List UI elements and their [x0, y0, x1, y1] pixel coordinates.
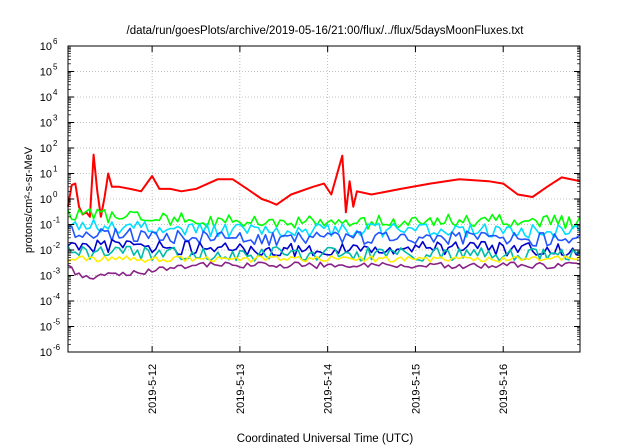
y-tick-exponent: -4 [53, 292, 61, 301]
y-tick-exponent: -3 [53, 267, 61, 276]
y-tick-exponent: -1 [53, 216, 61, 225]
x-tick-label: 2019-5-15 [410, 364, 422, 414]
y-tick-label: 10 [40, 194, 52, 206]
y-tick-label: 10 [40, 347, 52, 359]
y-tick-exponent: 1 [53, 165, 58, 174]
y-tick-exponent: -6 [53, 343, 61, 352]
series-line-0 [67, 153, 581, 218]
y-tick-label: 10 [40, 245, 52, 257]
y-tick-label: 10 [40, 271, 52, 283]
x-tick-label: 2019-5-12 [147, 364, 159, 414]
x-tick-label: 2019-5-14 [323, 364, 335, 414]
tick-layer [68, 45, 580, 353]
y-tick-exponent: 4 [53, 88, 58, 97]
x-axis-label: Coordinated Universal Time (UTC) [237, 433, 414, 445]
y-tick-exponent: 5 [53, 63, 58, 72]
x-tick-label: 2019-5-16 [498, 364, 510, 414]
y-tick-label: 10 [40, 169, 52, 181]
series-layer [67, 153, 581, 280]
y-tick-exponent: 2 [53, 139, 58, 148]
series-line-7 [67, 261, 581, 280]
grid-layer [68, 46, 580, 352]
y-tick-exponent: -5 [53, 318, 61, 327]
y-axis-label: protons/cm²-s-sr-MeV [23, 146, 35, 253]
series-line-1 [67, 208, 581, 230]
y-tick-exponent: 6 [53, 37, 58, 46]
x-tick-label: 2019-5-13 [235, 364, 247, 414]
y-tick-label: 10 [40, 41, 52, 53]
y-tick-label: 10 [40, 67, 52, 79]
chart-title: /data/run/goesPlots/archive/2019-05-16/2… [127, 25, 525, 37]
y-tick-exponent: 0 [53, 190, 58, 199]
y-tick-label: 10 [40, 143, 52, 155]
y-tick-label: 10 [40, 296, 52, 308]
label-layer: 10 -610 -510 -410 -310 -210 -110 010 110 210 310 41… [40, 37, 510, 414]
y-tick-label: 10 [40, 118, 52, 130]
y-tick-exponent: -2 [53, 241, 61, 250]
y-tick-label: 10 [40, 220, 52, 232]
series-line-4 [67, 238, 581, 258]
y-tick-label: 10 [40, 92, 52, 104]
y-tick-exponent: 3 [53, 114, 58, 123]
series-line-3 [67, 225, 581, 247]
y-tick-label: 10 [40, 322, 52, 334]
series-line-6 [67, 255, 581, 263]
